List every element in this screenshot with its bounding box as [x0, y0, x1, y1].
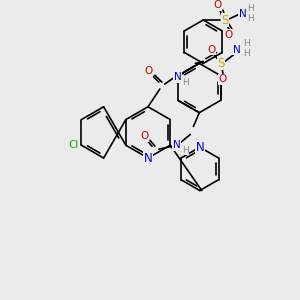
Text: N: N	[173, 140, 181, 150]
Text: H: H	[182, 146, 189, 154]
Text: N: N	[195, 141, 204, 154]
Text: H: H	[247, 14, 254, 22]
Text: H: H	[182, 78, 189, 87]
Text: S: S	[221, 14, 229, 26]
Text: N: N	[174, 72, 182, 82]
Text: O: O	[213, 0, 221, 10]
Text: N: N	[144, 152, 152, 164]
Text: Cl: Cl	[68, 140, 79, 150]
Text: H: H	[243, 49, 250, 58]
Text: O: O	[140, 131, 148, 141]
Text: O: O	[219, 74, 227, 84]
Text: H: H	[247, 4, 254, 13]
Text: O: O	[225, 30, 233, 40]
Text: N: N	[239, 9, 247, 19]
Text: N: N	[233, 45, 241, 55]
Text: O: O	[207, 45, 215, 55]
Text: O: O	[144, 66, 152, 76]
Text: H: H	[243, 39, 250, 48]
Text: S: S	[217, 57, 225, 70]
